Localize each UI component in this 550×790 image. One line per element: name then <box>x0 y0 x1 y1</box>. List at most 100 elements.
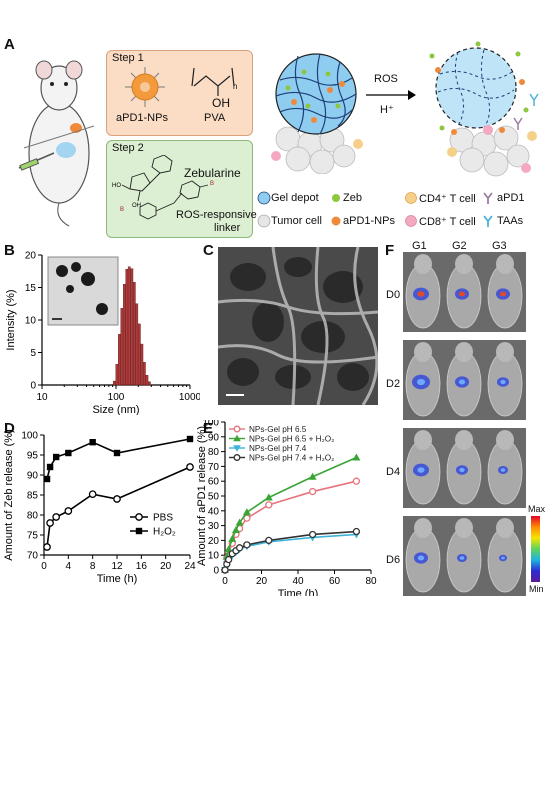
fluorescence-core <box>416 378 426 386</box>
series-line <box>224 533 357 571</box>
chart-b-size-distribution: 0 5 10 15 20 10 100 1000 Size (nm) Intensity (%) <box>5 251 200 416</box>
zeb-dot-icon <box>332 194 340 202</box>
panel-label-b: B <box>4 242 15 259</box>
pva-sub: n <box>233 82 238 91</box>
x-tick-label: 4 <box>66 561 72 572</box>
bar <box>127 266 131 386</box>
step1-box <box>106 50 253 136</box>
col-label-g1: G1 <box>412 240 427 252</box>
data-point <box>352 477 361 485</box>
nanoparticle-icon <box>125 67 165 107</box>
row-label-d2: D2 <box>386 378 401 390</box>
fluorescence-core <box>501 556 505 560</box>
pva-structure <box>191 67 235 96</box>
data-point <box>65 449 72 457</box>
y-tick-label: 30 <box>208 521 220 532</box>
fluorescence-core <box>459 556 465 560</box>
chart-e-apd1-release: 0 10 20 30 40 50 60 70 80 90 100 0 20 40 60 80 Time (h) A… <box>196 420 377 596</box>
y-tick-label: 100 <box>202 420 219 429</box>
step1-title: Step 1 <box>112 52 144 64</box>
legend-label: PBS <box>153 513 173 524</box>
series-line <box>46 438 191 480</box>
chemical-structures: HO OH B B <box>112 155 214 220</box>
y-tick-label: 20 <box>25 251 37 262</box>
data-point <box>113 495 121 503</box>
tumor-cell-icon <box>257 214 271 228</box>
x-tick-label: 0 <box>222 576 228 587</box>
x-tick-label: 20 <box>256 576 268 587</box>
fluorescence-core <box>459 467 465 473</box>
tem-particle <box>56 265 68 277</box>
x-tick-label: 10 <box>36 392 48 403</box>
mouse-head <box>496 254 514 274</box>
row-label-d6: D6 <box>386 554 401 566</box>
legend-label-tumor: Tumor cell <box>271 215 322 227</box>
y-tick-label: 100 <box>21 431 38 442</box>
legend-label-cd8: CD8⁺ T cell <box>419 216 476 228</box>
mouse-head <box>496 518 514 538</box>
cd4-cell-icon <box>405 192 417 204</box>
y-tick-label: 70 <box>208 462 220 473</box>
bar <box>118 334 121 386</box>
tem-particle <box>96 303 108 315</box>
data-point <box>46 463 54 471</box>
data-point <box>135 527 143 535</box>
data-point <box>43 543 51 551</box>
panel-label-f: F <box>385 242 395 259</box>
data-point <box>308 472 317 480</box>
y-axis-label: Intensity (%) <box>5 289 17 350</box>
x-tick-label: 40 <box>292 576 304 587</box>
legend-label-gel: Gel depot <box>271 192 319 204</box>
legend-icons <box>257 191 493 228</box>
bar <box>138 323 141 386</box>
bar <box>130 268 134 386</box>
data-point <box>235 518 244 526</box>
x-axis-label: Time (h) <box>97 573 138 585</box>
gel-depot-before <box>271 53 363 174</box>
bar <box>120 308 124 386</box>
ivis-mice-overlay <box>405 254 523 593</box>
fluorescence-core <box>458 379 466 385</box>
y-axis-label: Amount of aPD1 release (%) <box>196 426 208 566</box>
mouse-head <box>455 430 473 450</box>
x-tick-label: 12 <box>111 561 123 572</box>
mouse-head <box>455 254 473 274</box>
data-point <box>186 435 194 443</box>
arrow-label-ros: ROS <box>374 73 398 85</box>
y-tick-label: 75 <box>27 531 39 542</box>
gel-depot-after <box>429 41 539 177</box>
x-tick-label: 100 <box>108 392 125 403</box>
step2-title: Step 2 <box>112 142 144 154</box>
data-point <box>265 536 273 545</box>
data-point <box>46 519 54 527</box>
legend-label: NPs-Gel pH 6.5 + H₂O₂ <box>249 435 334 444</box>
data-point <box>64 507 73 515</box>
data-point <box>113 449 121 457</box>
data-point <box>352 527 361 536</box>
legend-label: NPs-Gel pH 7.4 + H₂O₂ <box>249 454 334 463</box>
y-tick-label: 80 <box>27 511 39 522</box>
data-point <box>225 555 233 564</box>
col-label-g2: G2 <box>452 240 467 252</box>
data-point <box>235 544 244 552</box>
data-point <box>233 454 241 461</box>
bar <box>125 269 129 386</box>
bar <box>115 363 119 386</box>
tem-particle <box>66 285 74 293</box>
bar <box>148 381 151 386</box>
data-point <box>231 526 240 534</box>
panel-label-d: D <box>4 420 15 437</box>
series-line <box>224 480 357 571</box>
bar <box>113 380 116 386</box>
y-tick-label: 20 <box>208 536 220 547</box>
legend-label: NPs-Gel pH 6.5 <box>249 425 307 434</box>
pva-label: PVA <box>204 112 226 124</box>
mouse-head <box>496 430 514 450</box>
ros-arrow <box>366 90 416 100</box>
y-tick-label: 10 <box>208 551 220 562</box>
mouse-head <box>414 342 432 362</box>
y-tick-label: 0 <box>30 381 36 392</box>
tem-particle <box>71 262 81 272</box>
x-axis-label: Size (nm) <box>92 404 139 415</box>
legend-label: NPs-Gel pH 7.4 <box>249 444 307 453</box>
